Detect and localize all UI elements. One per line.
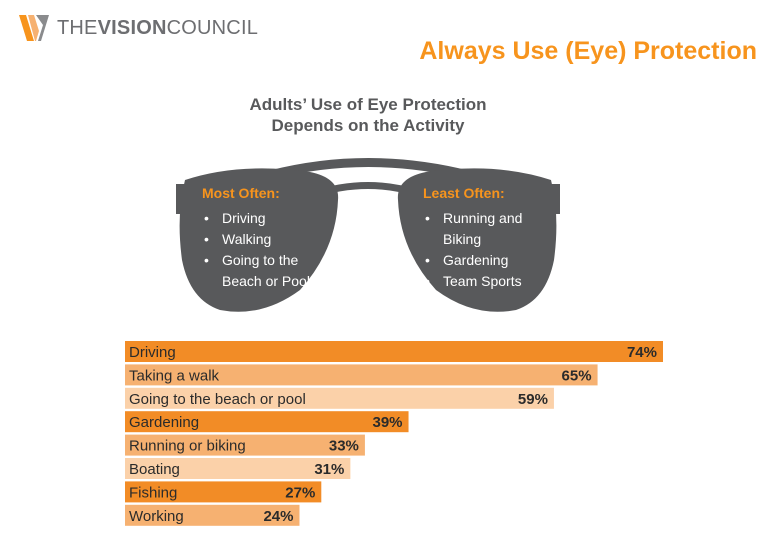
bar-category-label: Running or biking bbox=[129, 438, 246, 455]
bar-6 bbox=[125, 481, 322, 503]
right-lens-item: Gardening bbox=[423, 250, 543, 271]
right-lens-item: Running and Biking bbox=[423, 208, 543, 250]
logo-wordmark: THEVISIONCOUNCIL bbox=[57, 17, 258, 40]
bar-4 bbox=[125, 434, 365, 456]
left-lens-item: Walking bbox=[202, 229, 332, 250]
right-lens-item: Team Sports bbox=[423, 271, 543, 292]
infographic-title: Adults’ Use of Eye Protection Depends on… bbox=[218, 94, 518, 136]
logo-word-the: THE bbox=[57, 16, 98, 39]
bar-value-label: 59% bbox=[518, 391, 548, 408]
left-lens-list: Driving Walking Going to the Beach or Po… bbox=[202, 208, 332, 292]
vision-council-logo-mark-icon bbox=[19, 15, 49, 41]
page-title: Always Use (Eye) Protection bbox=[419, 37, 757, 65]
logo-word-council: COUNCIL bbox=[166, 16, 259, 39]
infographic-title-line2: Depends on the Activity bbox=[271, 116, 465, 135]
bar-category-label: Going to the beach or pool bbox=[129, 391, 306, 408]
left-lens-item: Going to the Beach or Pool bbox=[202, 250, 332, 292]
bar-3 bbox=[125, 411, 409, 433]
bar-category-label: Fishing bbox=[129, 484, 177, 501]
right-lens-list: Running and Biking Gardening Team Sports bbox=[423, 208, 543, 292]
bar-category-label: Gardening bbox=[129, 414, 199, 431]
logo-word-vision: VISION bbox=[97, 16, 167, 39]
bar-value-label: 24% bbox=[263, 508, 293, 525]
bar-value-label: 31% bbox=[314, 461, 344, 478]
bar-0 bbox=[125, 341, 663, 362]
bar-7 bbox=[125, 504, 300, 526]
bar-category-label: Working bbox=[129, 508, 184, 525]
bar-category-label: Driving bbox=[129, 344, 176, 361]
left-lens-text: Most Often: Driving Walking Going to the… bbox=[202, 183, 332, 292]
left-lens-item: Driving bbox=[202, 208, 332, 229]
bar-value-label: 27% bbox=[285, 484, 315, 501]
bar-2 bbox=[125, 387, 554, 409]
bar-5 bbox=[125, 458, 351, 479]
bar-value-label: 39% bbox=[373, 414, 403, 431]
infographic-title-line1: Adults’ Use of Eye Protection bbox=[249, 95, 487, 114]
left-lens-heading: Most Often: bbox=[202, 185, 280, 201]
bar-value-label: 33% bbox=[329, 438, 359, 455]
bar-category-label: Boating bbox=[129, 461, 180, 478]
right-lens-text: Least Often: Running and Biking Gardenin… bbox=[423, 183, 543, 292]
bar-1 bbox=[125, 364, 598, 386]
bar-category-label: Taking a walk bbox=[129, 367, 220, 384]
bar-value-label: 65% bbox=[562, 367, 592, 384]
bar-value-label: 74% bbox=[627, 344, 657, 361]
right-lens-heading: Least Often: bbox=[423, 185, 505, 201]
vision-council-logo: THEVISIONCOUNCIL bbox=[19, 14, 258, 42]
